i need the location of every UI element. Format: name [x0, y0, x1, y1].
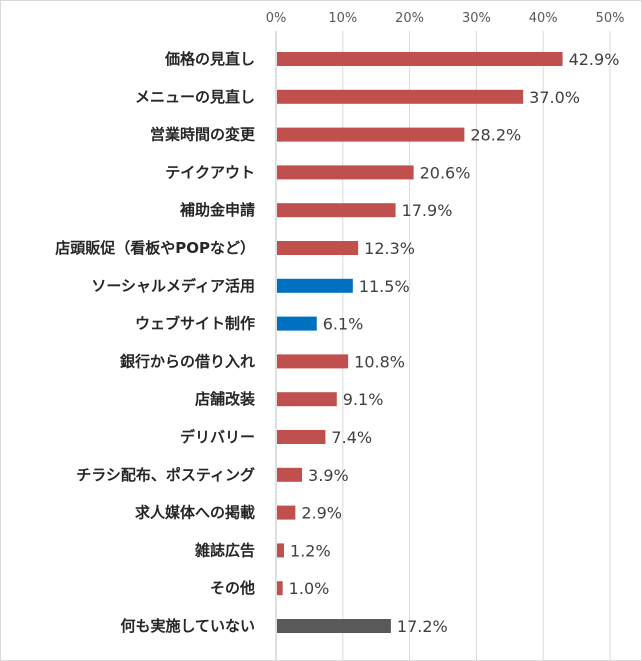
- tick-label-layer: 0% 10% 20% 30% 40% 50%: [266, 11, 625, 26]
- category-label: 価格の見直し: [164, 50, 255, 68]
- x-tick-label: 50%: [596, 11, 625, 26]
- category-label: 雑誌広告: [194, 541, 255, 559]
- data-label: 7.4%: [331, 428, 372, 447]
- bar: [277, 505, 296, 520]
- bar: [277, 89, 524, 104]
- data-label: 2.9%: [301, 504, 342, 523]
- category-label: ソーシャルメディア活用: [91, 277, 255, 295]
- category-label: 銀行からの借り入れ: [120, 352, 255, 370]
- x-tick-label: 30%: [462, 11, 491, 26]
- category-label: デリバリー: [180, 428, 255, 446]
- bar: [277, 52, 563, 66]
- category-label: その他: [210, 579, 255, 597]
- category-label: チラシ配布、ポスティング: [76, 466, 255, 484]
- category-label: 補助金申請: [179, 201, 255, 219]
- data-label: 11.5%: [359, 277, 410, 296]
- category-label: ウェブサイト制作: [135, 315, 255, 333]
- bar: [277, 430, 326, 444]
- data-label-layer: 42.9% 37.0% 28.2% 20.6% 17.9% 12.3% 11.5% 6.1% 1…: [289, 50, 620, 636]
- bar: [277, 127, 465, 142]
- bar: [277, 241, 359, 255]
- x-tick-label: 20%: [395, 11, 424, 26]
- bar: [277, 467, 303, 482]
- x-tick-label: 0%: [266, 11, 287, 26]
- category-label: テイクアウト: [165, 163, 255, 181]
- bar: [277, 203, 396, 218]
- bar: [277, 278, 353, 293]
- data-label: 28.2%: [470, 126, 521, 145]
- data-label: 12.3%: [364, 239, 415, 258]
- data-label: 10.8%: [354, 352, 405, 371]
- bar: [277, 392, 337, 407]
- x-tick-label: 10%: [328, 11, 357, 26]
- category-label: メニューの見直し: [135, 88, 255, 106]
- data-label: 17.2%: [397, 617, 448, 636]
- data-label: 6.1%: [323, 315, 364, 334]
- category-label-layer: 価格の見直しメニューの見直し営業時間の変更テイクアウト補助金申請店頭販促（看板や…: [55, 50, 256, 635]
- data-label: 20.6%: [420, 163, 471, 182]
- bar: [277, 354, 349, 369]
- data-label: 37.0%: [529, 88, 580, 107]
- bar: [277, 165, 414, 180]
- data-label: 1.2%: [290, 541, 331, 560]
- category-label: 店頭販促（看板やPOPなど）: [55, 239, 255, 257]
- bar: [277, 543, 285, 558]
- category-label: 何も実施していない: [120, 617, 255, 635]
- bar: [277, 316, 317, 331]
- grid-layer: [275, 31, 611, 660]
- category-label: 営業時間の変更: [150, 126, 256, 144]
- data-label: 17.9%: [402, 201, 453, 220]
- data-label: 9.1%: [343, 390, 384, 409]
- category-label: 求人媒体への掲載: [135, 504, 255, 522]
- data-label: 1.0%: [289, 579, 330, 598]
- bar: [277, 581, 283, 596]
- data-label: 42.9%: [569, 50, 620, 69]
- bar: [277, 619, 391, 633]
- data-label: 3.9%: [308, 466, 349, 485]
- x-tick-label: 40%: [529, 11, 558, 26]
- category-label: 店舗改装: [195, 390, 256, 408]
- bar-layer: [277, 52, 563, 633]
